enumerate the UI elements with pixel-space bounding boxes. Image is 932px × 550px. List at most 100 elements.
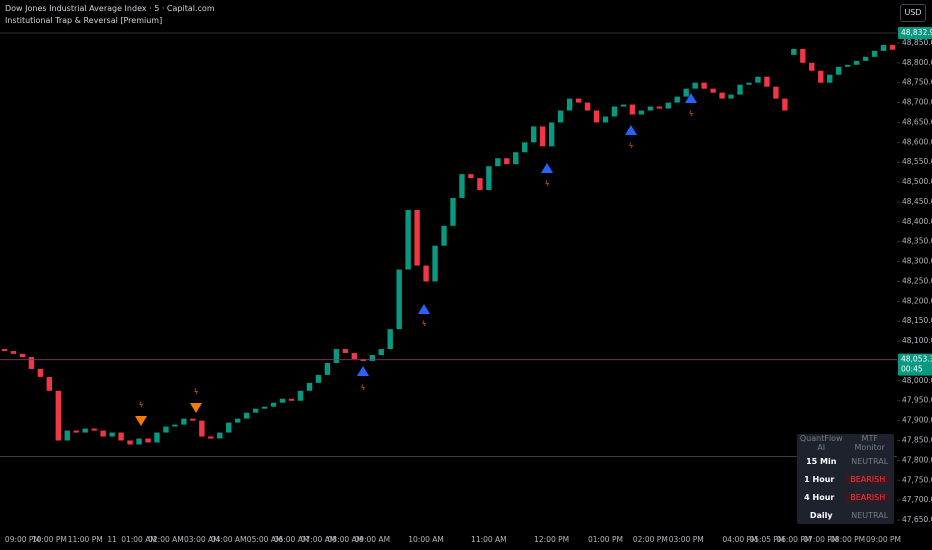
candle xyxy=(710,88,716,93)
y-tick-label: 47,800.0 xyxy=(902,455,932,464)
candle xyxy=(566,98,573,111)
x-tick-label: 05:00 AM xyxy=(247,535,283,544)
candle xyxy=(405,209,411,270)
candle xyxy=(91,428,97,431)
x-tick-label: 12:00 PM xyxy=(534,535,569,544)
candle xyxy=(100,430,106,437)
y-tick-label: 48,000.0 xyxy=(902,376,932,385)
candle xyxy=(602,116,609,123)
x-tick-label: 05:05 PM xyxy=(749,535,784,544)
y-tick-label: 47,700.0 xyxy=(902,495,932,504)
candle xyxy=(387,329,393,350)
sell-signal xyxy=(135,416,147,426)
candle xyxy=(199,420,205,437)
candle xyxy=(728,94,734,99)
candle xyxy=(746,82,752,85)
candle xyxy=(288,398,295,401)
bolt-icon: ϟ xyxy=(689,110,694,118)
candle xyxy=(208,436,214,439)
candle xyxy=(432,245,438,282)
candle xyxy=(82,428,88,433)
timeframe: 4 Hour xyxy=(804,492,835,502)
bolt-icon: ϟ xyxy=(361,384,366,392)
buy-signal xyxy=(357,366,369,376)
header-cell: QuantFlow AI xyxy=(799,434,843,452)
buy-signal xyxy=(685,93,697,103)
y-tick-label: 48,400.0 xyxy=(902,217,932,226)
candle xyxy=(55,390,61,441)
status: BEARISH xyxy=(845,474,890,484)
table-header: QuantFlow AI MTF Monitor xyxy=(797,434,894,452)
x-tick-label: 09:00 AM xyxy=(354,535,390,544)
price-tag xyxy=(898,27,932,39)
candle xyxy=(46,376,53,391)
timeframe: 15 Min xyxy=(806,456,837,466)
x-tick-label: 04:00 AM xyxy=(211,535,247,544)
timeframe: Daily xyxy=(809,510,833,520)
candle xyxy=(163,426,169,433)
y-tick-label: 48,150.0 xyxy=(902,316,932,325)
candle xyxy=(782,98,788,111)
x-tick-label: 09:00 PM xyxy=(866,535,901,544)
y-tick-label: 48,500.0 xyxy=(902,177,932,186)
y-tick-label: 48,600.0 xyxy=(902,137,932,146)
candle xyxy=(539,126,546,147)
candle xyxy=(118,432,124,441)
x-tick-label: 10:00 PM xyxy=(32,535,67,544)
candle xyxy=(584,102,591,111)
table-row: 15 Min NEUTRAL xyxy=(797,452,894,470)
x-tick-label: 06:00 AM xyxy=(274,535,310,544)
y-tick-label: 48,450.0 xyxy=(902,197,932,206)
candle xyxy=(674,96,680,103)
candle xyxy=(252,408,259,413)
buy-signal xyxy=(625,125,637,135)
candle xyxy=(261,406,268,409)
candle xyxy=(441,225,447,246)
x-tick-label: 11:00 AM xyxy=(471,535,507,544)
candle xyxy=(64,430,70,441)
y-tick-label: 48,700.0 xyxy=(902,98,932,107)
candle xyxy=(701,82,707,89)
currency-button[interactable]: USD xyxy=(900,4,926,22)
candle xyxy=(315,374,322,383)
table-row: Daily NEUTRAL xyxy=(797,506,894,524)
x-tick-label: 08:00 AM xyxy=(328,535,364,544)
table-row: 4 Hour BEARISH xyxy=(797,488,894,506)
x-tick-label: 11:00 PM xyxy=(68,535,103,544)
x-tick-label: 01:00 AM xyxy=(121,535,157,544)
x-tick-label: 04:00 PM xyxy=(723,535,758,544)
candle xyxy=(270,402,277,407)
price-tag xyxy=(898,353,932,376)
candle xyxy=(495,158,501,167)
x-tick-label: 02:00 PM xyxy=(633,535,668,544)
candle xyxy=(172,424,178,427)
y-tick-label: 48,200.0 xyxy=(902,296,932,305)
candle xyxy=(333,349,340,363)
y-tick-label: 48,650.0 xyxy=(902,117,932,126)
candle xyxy=(19,353,26,358)
bolt-icon: ϟ xyxy=(629,142,634,150)
candle xyxy=(154,432,160,443)
countdown-label: 00:45 xyxy=(901,365,923,374)
candle xyxy=(719,92,725,99)
candle xyxy=(324,362,331,375)
candle xyxy=(136,438,142,445)
y-tick-label: 47,750.0 xyxy=(902,475,932,484)
candle xyxy=(871,50,878,57)
candle xyxy=(836,66,842,75)
candle xyxy=(37,368,44,377)
candle xyxy=(279,398,286,403)
candle xyxy=(396,269,402,330)
candle xyxy=(28,357,35,369)
candle xyxy=(862,56,869,61)
sell-signal xyxy=(190,403,202,413)
mtf-table: QuantFlow AI MTF Monitor 15 Min NEUTRAL 1… xyxy=(797,434,894,524)
y-tick-label: 47,900.0 xyxy=(902,416,932,425)
candle xyxy=(809,62,815,71)
y-tick-label: 47,650.0 xyxy=(902,515,932,524)
candle xyxy=(593,110,600,123)
candle xyxy=(486,166,492,191)
price-tag-label: 48,832.9 xyxy=(901,28,932,37)
x-tick-label: 03:00 AM xyxy=(184,535,220,544)
